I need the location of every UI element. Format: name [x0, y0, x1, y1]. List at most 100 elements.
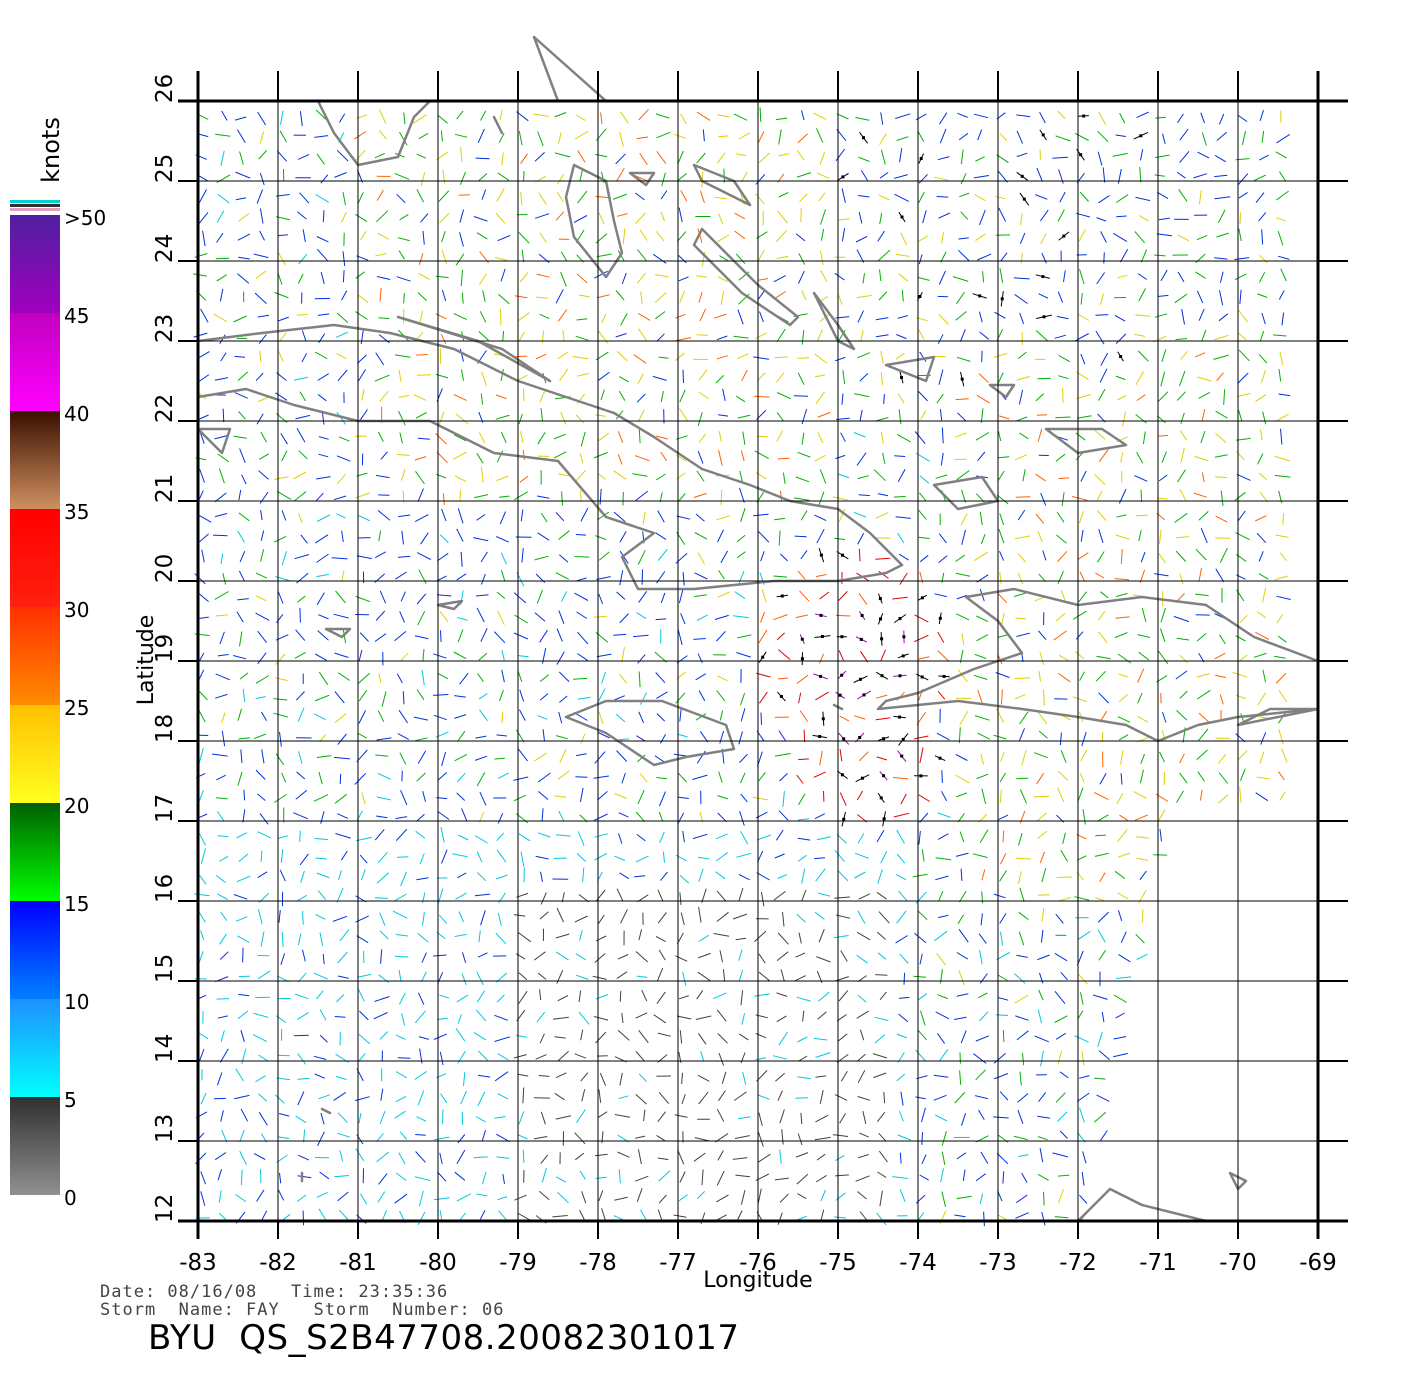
wind-vector — [842, 370, 846, 385]
wind-vector — [993, 1116, 1009, 1119]
wind-vector — [939, 409, 943, 421]
wind-vector — [580, 507, 589, 522]
wind-vector — [1058, 654, 1069, 661]
wind-vector — [439, 1210, 443, 1221]
wind-vector — [1159, 751, 1165, 763]
wind-vector — [415, 1134, 426, 1136]
wind-vector — [955, 572, 971, 577]
wind-vector — [1002, 1171, 1005, 1184]
wind-vector — [376, 872, 390, 884]
wind-vector — [219, 631, 225, 645]
wind-vector — [437, 1017, 448, 1021]
wind-vector — [420, 971, 427, 983]
wind-vector — [441, 849, 448, 864]
wind-vector — [337, 975, 349, 979]
wind-vector — [979, 511, 983, 526]
wind-vector — [1118, 694, 1128, 703]
wind-vector — [1039, 111, 1046, 124]
wind-vector — [481, 1130, 486, 1141]
bimini-outline — [492, 115, 504, 135]
wind-vector — [616, 750, 628, 762]
wind-vector — [592, 975, 607, 980]
wind-vector — [655, 435, 669, 440]
wind-vector — [416, 1116, 427, 1122]
wind-vector — [302, 910, 304, 925]
rain-flag — [1079, 153, 1083, 157]
wind-vector — [915, 1194, 926, 1204]
wind-vector — [1096, 272, 1106, 285]
wind-vector — [780, 969, 785, 982]
wind-vector — [637, 409, 645, 423]
wind-vector — [461, 369, 464, 381]
wind-vector — [975, 432, 990, 441]
wind-vector — [598, 212, 605, 225]
wind-vector — [1214, 196, 1231, 200]
wind-vector — [693, 638, 706, 640]
wind-vector — [920, 1010, 926, 1026]
wind-vector — [1096, 217, 1107, 222]
wind-vector — [737, 309, 744, 325]
wind-vector — [900, 232, 908, 246]
wind-vector — [1098, 529, 1104, 544]
longitude-tick-label: -69 — [1299, 1250, 1337, 1276]
wind-vector — [754, 193, 765, 205]
wind-vector — [775, 829, 784, 841]
wind-vector — [212, 534, 228, 537]
longitude-tick-label: -71 — [1139, 1250, 1177, 1276]
wind-vector — [898, 890, 908, 902]
wind-vector — [1217, 753, 1227, 764]
wind-vector — [614, 855, 626, 861]
wind-vector — [1015, 1212, 1029, 1219]
wind-vector — [679, 892, 682, 905]
wind-vector — [1018, 931, 1025, 946]
wind-vector — [895, 935, 908, 944]
wind-vector — [299, 607, 301, 623]
wind-vector — [876, 1212, 887, 1226]
wind-vector — [539, 693, 549, 701]
wind-vector — [903, 972, 906, 985]
colorbar-band — [10, 313, 60, 411]
wind-vector — [975, 1173, 986, 1182]
wind-vector — [836, 1014, 847, 1022]
wind-vector — [642, 512, 646, 525]
wind-vector — [496, 1156, 510, 1159]
wind-vector — [1135, 414, 1147, 424]
wind-vector — [797, 854, 807, 862]
wind-vector — [862, 1110, 867, 1125]
wind-vector — [734, 1135, 750, 1139]
wind-vector — [479, 791, 487, 806]
wind-vector — [740, 450, 745, 462]
wind-vector — [221, 110, 228, 121]
wind-vector — [342, 270, 345, 283]
wind-vector — [1115, 333, 1127, 344]
wind-vector — [797, 451, 811, 458]
wind-vector — [403, 293, 405, 304]
wind-vector — [259, 491, 269, 504]
wind-vector — [599, 488, 602, 505]
wind-vector — [558, 473, 570, 477]
wind-vector — [198, 874, 207, 885]
wind-vector — [1196, 290, 1204, 304]
wind-vector — [236, 832, 247, 839]
wind-vector — [475, 157, 490, 160]
rain-flag — [879, 617, 882, 621]
wind-vector — [460, 269, 463, 286]
wind-vector — [399, 611, 405, 623]
wind-vector — [540, 871, 543, 882]
wind-vector — [956, 792, 968, 798]
wind-vector — [794, 975, 806, 982]
wind-vector — [993, 352, 1008, 358]
wind-vector — [438, 411, 445, 425]
wind-vector — [441, 289, 447, 302]
wind-vector — [463, 1072, 466, 1086]
wind-vector — [497, 812, 504, 824]
wind-vector — [1037, 1173, 1049, 1181]
wind-vector — [580, 733, 586, 744]
wind-vector — [1019, 711, 1029, 725]
wind-vector — [955, 311, 967, 321]
wind-vector — [513, 592, 527, 604]
wind-vector — [758, 691, 768, 704]
wind-vector — [716, 335, 728, 341]
wind-vector — [198, 710, 206, 723]
wind-vector — [277, 234, 288, 237]
